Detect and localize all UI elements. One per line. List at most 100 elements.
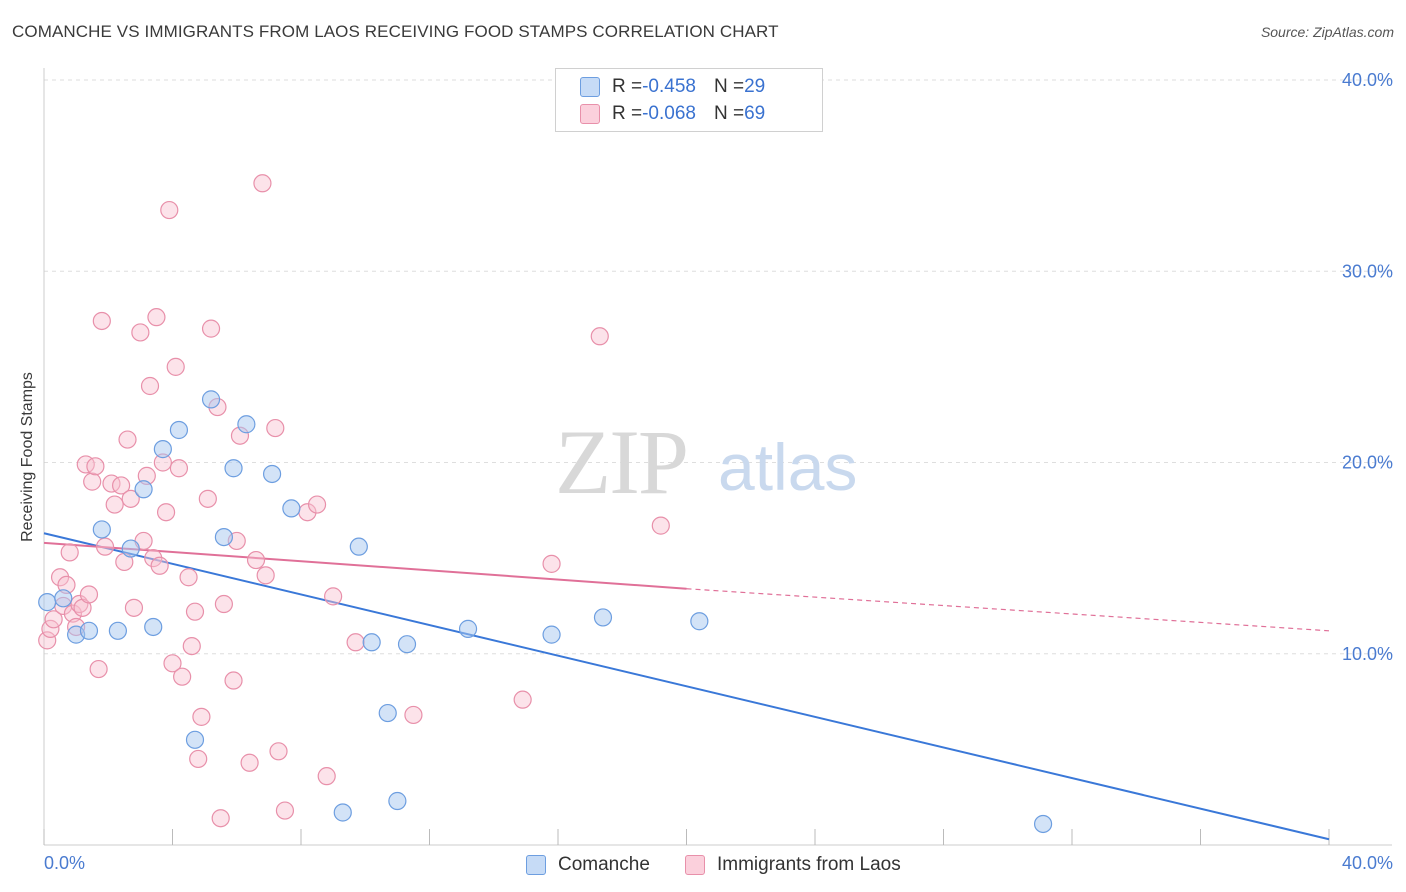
laos-point [95, 537, 115, 556]
laos-point [317, 767, 336, 786]
comanche-point [214, 527, 233, 547]
laos-point [189, 749, 208, 769]
tick-labels: 10.0% 20.0% 30.0% 40.0% 0.0% 40.0% [44, 70, 1393, 873]
comanche-point [378, 703, 397, 723]
comanche-point [79, 621, 99, 640]
comanche-point [1033, 814, 1053, 834]
y-tick-label: 20.0% [1342, 453, 1393, 473]
legend-row-comanche: R = -0.458 N = 29 [580, 75, 765, 99]
laos-point [163, 654, 182, 673]
comanche-point [593, 608, 613, 627]
legend-n-label: N = [713, 103, 745, 124]
laos-point [41, 619, 60, 638]
laos-point [240, 753, 259, 772]
comanche-point [237, 415, 256, 434]
laos-point [60, 543, 79, 562]
axes [43, 68, 1392, 846]
laos-point [83, 472, 102, 491]
laos-point [185, 602, 205, 621]
laos-point [156, 503, 176, 522]
comanche-point [38, 593, 57, 612]
laos-point [124, 598, 144, 617]
laos-point [147, 308, 166, 327]
comanche-point [169, 420, 189, 440]
comanche-point [108, 621, 127, 640]
legend-n-value: 29 [744, 76, 766, 97]
laos-point [140, 376, 160, 396]
comanche-point [690, 612, 709, 631]
laos-point [211, 809, 230, 828]
laos-point [79, 585, 99, 604]
laos-point [121, 489, 140, 508]
laos-point [111, 476, 131, 495]
y-tick-label: 40.0% [1342, 70, 1393, 90]
watermark: ZIP atlas [555, 411, 857, 513]
laos-point [590, 327, 609, 346]
legend-swatch-laos [580, 104, 600, 124]
laos-point [166, 357, 185, 376]
comanche-point [542, 625, 561, 644]
x-tick-label: 0.0% [44, 853, 85, 873]
y-tick-label: 10.0% [1342, 644, 1393, 664]
source-label: Source: ZipAtlas.com [1260, 24, 1394, 40]
laos-point [173, 667, 192, 686]
laos-point [214, 594, 233, 614]
watermark-zip: ZIP [555, 411, 687, 513]
comanche-point [54, 589, 73, 608]
laos-point [224, 671, 243, 690]
legend-row-laos: R = -0.068 N = 69 [580, 102, 765, 126]
laos-point [256, 566, 275, 585]
laos-point [169, 459, 189, 478]
legend-r-value: -0.458 [642, 76, 696, 97]
gridlines [44, 79, 1392, 655]
laos-point [192, 707, 211, 726]
laos-point [63, 604, 83, 623]
laos-point [179, 568, 198, 587]
legend-r-label: R = [612, 103, 643, 124]
comanche-point [282, 499, 301, 518]
legend-n-value: 69 [744, 103, 766, 124]
comanche-point [92, 520, 111, 539]
comanche-point [397, 635, 417, 654]
laos-point [324, 587, 343, 606]
legend-n-label: N = [713, 76, 745, 97]
bottom-legend-comanche: Comanche [526, 852, 650, 878]
legend-swatch-comanche [580, 77, 600, 97]
comanche-point [388, 791, 407, 811]
laos-point [131, 323, 150, 342]
comanche-point [262, 464, 282, 484]
bottom-legend-label-laos: Immigrants from Laos [717, 854, 901, 875]
bottom-legend-swatch-comanche [526, 855, 546, 875]
trend-line-comanche [43, 532, 1330, 841]
comanche-point [333, 803, 352, 822]
bottom-legend-label-comanche: Comanche [558, 854, 650, 875]
comanche-point [153, 440, 172, 459]
laos-point [269, 742, 288, 761]
laos-point [150, 556, 169, 575]
laos-point [404, 705, 423, 725]
laos-point [182, 636, 201, 656]
laos-point [651, 516, 670, 535]
laos-point [86, 457, 105, 476]
laos-point [118, 430, 137, 449]
laos-point [246, 550, 266, 570]
laos-point [346, 633, 365, 652]
comanche-point [224, 459, 243, 478]
laos-point [105, 495, 124, 514]
series-comanche-points [38, 390, 1053, 834]
laos-point [542, 554, 561, 573]
laos-point [38, 631, 57, 650]
laos-point [307, 495, 327, 514]
comanche-point [134, 480, 153, 499]
comanche-point [362, 633, 381, 652]
comanche-point [458, 619, 478, 638]
laos-point [253, 174, 272, 193]
laos-point [275, 801, 295, 820]
y-tick-label: 30.0% [1342, 261, 1393, 281]
comanche-point [121, 539, 140, 558]
comanche-point [144, 617, 163, 637]
watermark-atlas: atlas [718, 430, 857, 504]
bottom-legend-swatch-laos [685, 855, 705, 875]
comanche-point [185, 730, 205, 749]
